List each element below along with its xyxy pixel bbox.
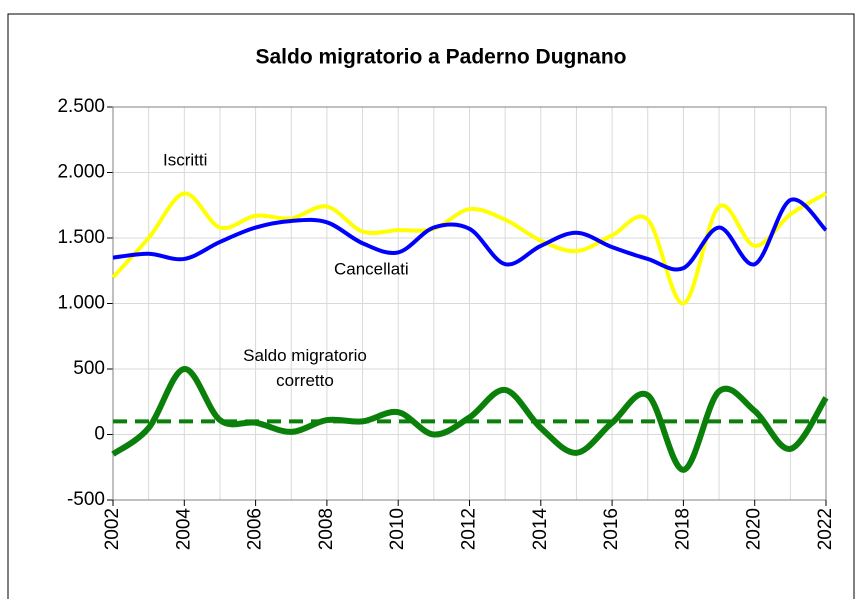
series-line: [111, 366, 829, 473]
series-line: [112, 197, 828, 272]
chart-frame: [7, 13, 855, 599]
x-tick-label: 2004: [173, 508, 194, 551]
x-tick-label: 2012: [459, 508, 480, 550]
x-tick-label: 2022: [815, 508, 836, 550]
x-tick-label: 2020: [744, 508, 765, 550]
x-tick-label: 2002: [102, 508, 123, 550]
x-tick-label: 2008: [316, 508, 337, 550]
x-tick-label: 2018: [672, 508, 693, 550]
series-label: Saldo migratorio corretto: [243, 346, 367, 390]
y-tick-label: 2.500: [57, 96, 105, 117]
x-tick-label: 2006: [245, 508, 266, 550]
y-tick-label: 2.000: [57, 162, 105, 183]
y-tick-label: -500: [67, 489, 105, 510]
y-tick-label: 500: [73, 358, 105, 379]
series-line: [111, 191, 828, 306]
y-tick-label: 1.500: [57, 227, 105, 248]
series-label: Iscritti: [163, 150, 207, 169]
x-tick-label: 2016: [601, 508, 622, 550]
y-tick-label: 0: [94, 424, 105, 445]
chart-title: Saldo migratorio a Paderno Dugnano: [255, 46, 626, 69]
series-label: Cancellati: [334, 259, 409, 278]
y-tick-label: 1.000: [57, 293, 105, 314]
x-tick-label: 2014: [530, 508, 551, 551]
x-tick-label: 2010: [387, 508, 408, 550]
